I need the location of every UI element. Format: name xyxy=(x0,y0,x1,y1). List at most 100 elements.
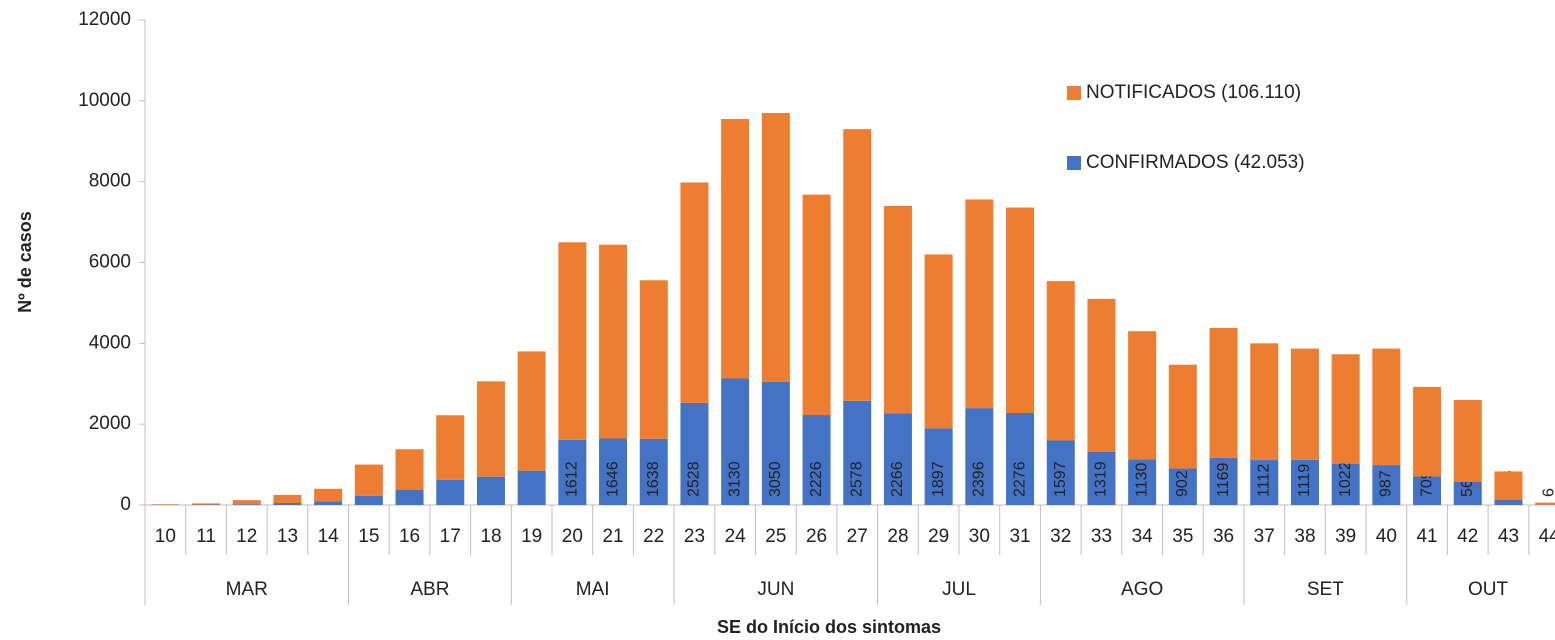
x-axis-title: SE do Início dos sintomas xyxy=(717,617,941,637)
x-tick-label: 19 xyxy=(521,526,542,547)
value-label: 1319 xyxy=(1093,461,1110,497)
value-label: 2276 xyxy=(1011,461,1028,497)
bar-segment xyxy=(965,199,994,409)
x-tick-label: 26 xyxy=(806,526,827,547)
value-label: 2266 xyxy=(889,461,906,497)
month-label: JUL xyxy=(942,579,976,600)
bar-segment xyxy=(1168,364,1197,469)
bar-segment xyxy=(924,428,953,505)
bar-segment xyxy=(517,351,546,471)
value-label: 709 xyxy=(1418,470,1435,497)
bar-segment xyxy=(924,254,953,429)
bar-segment xyxy=(273,502,302,505)
value-label: 1112 xyxy=(1255,464,1272,497)
bar-segment xyxy=(1128,459,1157,505)
bar-segment xyxy=(1413,476,1442,505)
x-tick-label: 41 xyxy=(1416,526,1437,547)
x-tick-label: 27 xyxy=(847,526,868,547)
bar-segment xyxy=(1046,281,1075,441)
value-label: 1597 xyxy=(1052,461,1069,497)
bar-segment xyxy=(1372,348,1401,466)
legend-label: CONFIRMADOS (42.053) xyxy=(1086,152,1305,173)
y-tick-label: 0 xyxy=(120,494,131,515)
x-tick-label: 38 xyxy=(1294,526,1315,547)
legend-swatch xyxy=(1067,156,1081,170)
bar-segment xyxy=(680,402,709,505)
bar-segment xyxy=(1006,413,1035,505)
bar-segment xyxy=(1494,499,1523,505)
month-label: MAI xyxy=(576,579,610,600)
bar-segment xyxy=(761,381,790,505)
bar-segment xyxy=(965,408,994,505)
bar-segment xyxy=(314,501,343,505)
bar-segment xyxy=(1290,459,1319,505)
x-tick-label: 30 xyxy=(969,526,990,547)
value-label: 1130 xyxy=(1133,462,1150,497)
bar-segment xyxy=(558,242,587,440)
bar-segment xyxy=(599,244,628,439)
bar-segment xyxy=(721,378,750,505)
x-tick-label: 39 xyxy=(1335,526,1356,547)
bar-segment xyxy=(151,504,180,505)
bar-segment xyxy=(314,488,343,502)
bar-segment xyxy=(395,489,424,505)
bar-segment xyxy=(436,479,465,505)
bar-segment xyxy=(639,280,668,439)
bar-segment xyxy=(1209,327,1238,458)
x-tick-label: 14 xyxy=(318,526,340,547)
x-tick-label: 28 xyxy=(887,526,908,547)
bar-segment xyxy=(273,494,302,503)
y-axis-title: Nº de casos xyxy=(15,211,35,313)
y-tick-label: 12000 xyxy=(78,9,131,30)
bar-segment xyxy=(1087,298,1116,452)
bar-segment xyxy=(232,504,261,505)
month-label: MAR xyxy=(226,579,268,600)
bar-segment xyxy=(354,495,383,505)
value-label: 3050 xyxy=(767,461,784,497)
bar-segment xyxy=(1413,386,1442,477)
y-tick-label: 2000 xyxy=(89,413,131,434)
value-label: 1022 xyxy=(1337,461,1354,497)
value-label: 3130 xyxy=(726,461,743,497)
value-label: 1612 xyxy=(564,461,581,497)
x-tick-label: 40 xyxy=(1376,526,1397,547)
x-tick-label: 16 xyxy=(399,526,420,547)
bar-segment xyxy=(802,194,831,416)
x-tick-label: 43 xyxy=(1498,526,1519,547)
bar-segment xyxy=(1494,471,1523,500)
bar-segment xyxy=(1128,331,1157,460)
value-label: 2578 xyxy=(848,461,865,497)
bar-segment xyxy=(1453,399,1482,483)
value-label: 1119 xyxy=(1296,464,1313,497)
bar-segment xyxy=(395,449,424,490)
bar-segment xyxy=(354,464,383,496)
bar-segment xyxy=(1372,465,1401,505)
x-tick-label: 29 xyxy=(928,526,949,547)
bar-segment xyxy=(1331,354,1360,464)
value-label: 1169 xyxy=(1215,462,1232,497)
y-tick-label: 4000 xyxy=(89,332,131,353)
bar-segment xyxy=(1046,440,1075,505)
bar-segment xyxy=(721,119,750,379)
x-tick-label: 13 xyxy=(277,526,298,547)
value-label: 2396 xyxy=(971,461,988,497)
bar-segment xyxy=(1250,343,1279,461)
x-tick-label: 36 xyxy=(1213,526,1234,547)
y-tick-label: 6000 xyxy=(89,252,131,273)
bar-segment xyxy=(1168,468,1197,505)
x-tick-label: 21 xyxy=(602,526,623,547)
bar-segment xyxy=(1087,451,1116,505)
bar-segment xyxy=(843,129,872,401)
bar-segment xyxy=(192,503,221,505)
x-tick-label: 25 xyxy=(765,526,786,547)
bar-segment xyxy=(1250,460,1279,505)
bar-segment xyxy=(558,439,587,505)
month-label: JUN xyxy=(757,579,794,600)
value-label: 6 xyxy=(1540,488,1555,497)
bar-segment xyxy=(232,500,261,505)
bar-segment xyxy=(599,438,628,505)
x-tick-label: 23 xyxy=(684,526,705,547)
x-tick-label: 22 xyxy=(643,526,664,547)
x-tick-label: 15 xyxy=(358,526,379,547)
bar-segment xyxy=(1006,207,1035,414)
